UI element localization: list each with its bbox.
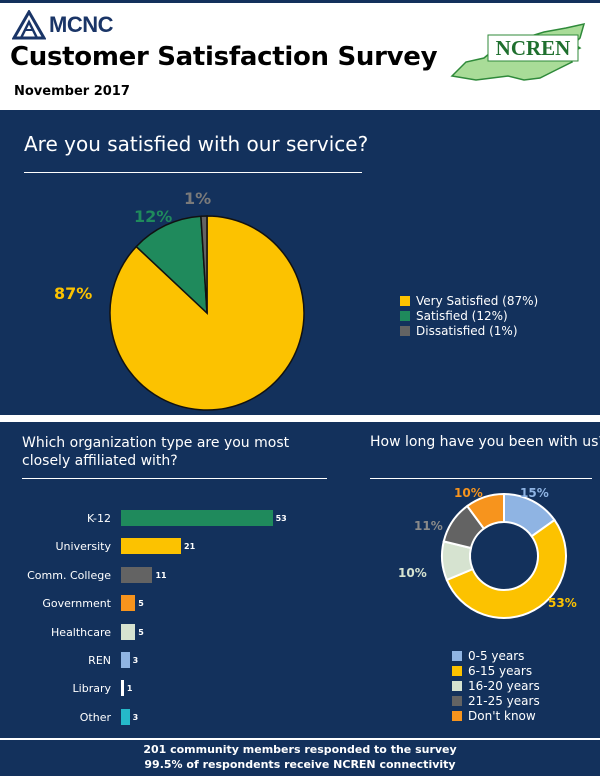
bar-label-comm-college: Comm. College (27, 568, 111, 582)
legend-item: Satisfied (12%) (400, 308, 538, 323)
bar-value-ren: 3 (132, 656, 139, 665)
legend-swatch (452, 695, 462, 706)
bar-label-k-12: K-12 (86, 512, 111, 525)
legend-label: 6-15 years (468, 663, 533, 678)
legend-item: Dissatisfied (1%) (400, 323, 538, 338)
bar-university (121, 538, 182, 555)
donut-label-21-25: 11% (414, 519, 443, 533)
bar-label-university: University (55, 540, 112, 554)
bar-library (121, 680, 124, 697)
legend-label: Don't know (468, 708, 536, 723)
bar-value-comm-college: 11 (155, 570, 167, 580)
demographics-panel (0, 422, 600, 738)
bar-other (121, 708, 130, 725)
legend-item: 6-15 years (452, 663, 540, 678)
tenure-donut-chart (441, 492, 567, 619)
org-type-question: Which organization type are you most clo… (22, 435, 290, 469)
legend-swatch (452, 665, 462, 676)
legend-swatch (400, 325, 410, 336)
footer-connectivity: 99.5% of respondents receive NCREN conne… (144, 758, 456, 771)
bar-value-healthcare: 5 (138, 627, 144, 637)
ncren-logo-text: NCREN (496, 36, 571, 60)
legend-swatch (400, 310, 410, 321)
bar-label-government: Government (42, 597, 111, 611)
donut-slice-6-15-years (445, 518, 567, 619)
bar-value-k-12: 53 (275, 514, 287, 523)
bar-label-library: Library (72, 682, 111, 696)
bar-value-other: 3 (132, 712, 139, 722)
legend-item: Don't know (452, 708, 540, 723)
tenure-divider (370, 478, 592, 479)
legend-label: 21-25 years (468, 693, 540, 708)
mcnc-logo-mark-icon (12, 10, 46, 40)
top-accent-bar (0, 0, 600, 3)
tenure-question: How long have you been with us? (370, 434, 600, 450)
mcnc-logo: MCNC (12, 10, 114, 40)
footer-respondents: 201 community members responded to the s… (143, 743, 457, 756)
pie-slice-dissatisfied (200, 215, 208, 314)
pie-label-satisfied: 12% (134, 207, 173, 226)
donut-slice-don-t-know (465, 492, 505, 531)
pie-label-very-satisfied: 87% (54, 284, 93, 303)
legend-label: Very Satisfied (87%) (416, 293, 539, 308)
legend-swatch (400, 295, 410, 306)
survey-date: November 2017 (14, 84, 130, 99)
donut-label-0-5: 15% (520, 486, 549, 500)
legend-swatch (452, 650, 462, 661)
satisfaction-question: Are you satisfied with our service? (24, 132, 369, 156)
bar-value-university: 21 (184, 542, 196, 552)
brand-name: MCNC (49, 12, 114, 37)
bar-value-government: 5 (138, 599, 144, 609)
bar-value-library: 1 (126, 684, 133, 694)
satisfaction-panel (0, 110, 600, 415)
legend-label: Satisfied (12%) (416, 308, 508, 323)
donut-label-6-15: 53% (548, 596, 577, 610)
legend-label: 0-5 years (468, 648, 525, 663)
legend-item: 21-25 years (452, 693, 540, 708)
bar-comm-college (121, 566, 153, 583)
pie-slice-very-satisfied (109, 215, 305, 411)
pie-slice-satisfied (135, 215, 208, 315)
legend-item: 0-5 years (452, 648, 540, 663)
footer-panel (0, 740, 600, 776)
legend-label: Dissatisfied (1%) (416, 323, 518, 338)
tenure-legend: 0-5 years 6-15 years 16-20 years 21-25 y… (452, 648, 540, 723)
legend-label: 16-20 years (468, 678, 540, 693)
bar-government (121, 595, 136, 612)
legend-item: Very Satisfied (87%) (400, 293, 538, 308)
donut-label-dont-know: 10% (454, 486, 483, 500)
legend-item: 16-20 years (452, 678, 540, 693)
bar-ren (121, 652, 130, 668)
legend-swatch (452, 710, 462, 721)
bar-label-other: Other (79, 710, 111, 724)
legend-swatch (452, 680, 462, 691)
bar-k-12 (121, 510, 273, 526)
bar-healthcare (121, 623, 136, 640)
satisfaction-pie-chart (109, 215, 305, 411)
pie-label-dissatisfied: 1% (184, 189, 212, 208)
page-title: Customer Satisfaction Survey (10, 42, 438, 72)
org-type-divider (22, 478, 327, 479)
donut-label-16-20: 10% (398, 566, 427, 580)
satisfaction-legend: Very Satisfied (87%) Satisfied (12%) Dis… (400, 293, 538, 338)
bar-label-healthcare: Healthcare (51, 625, 111, 639)
bar-label-ren: REN (88, 654, 111, 667)
satisfaction-divider (24, 172, 362, 173)
ncren-logo: NCREN (450, 22, 586, 81)
